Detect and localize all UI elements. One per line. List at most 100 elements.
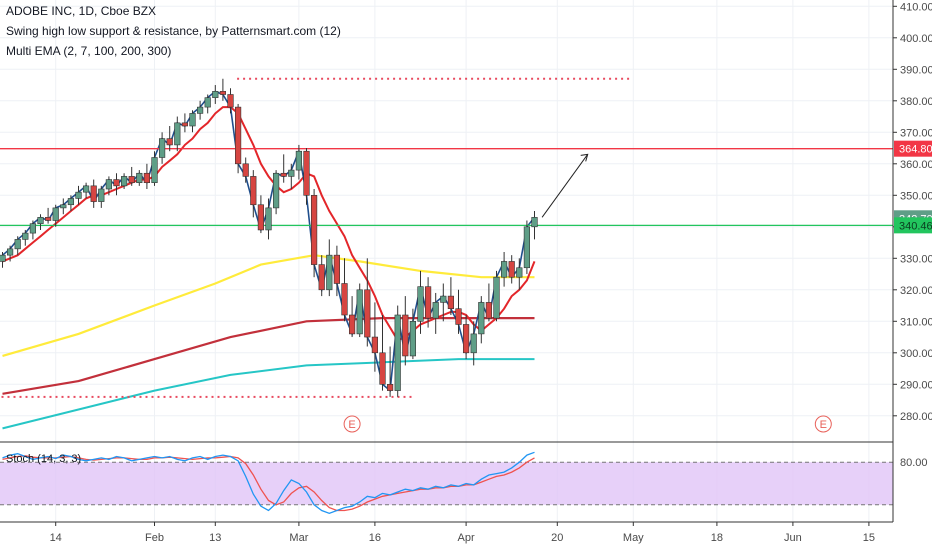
- stoch-upper-label: 80.00: [900, 457, 928, 469]
- swing-low-dot: [193, 395, 196, 398]
- swing-low-dot: [271, 395, 274, 398]
- swing-high-dot: [597, 77, 600, 80]
- candle-body: [379, 352, 386, 385]
- candle-body: [318, 264, 325, 291]
- candle-body: [136, 172, 143, 183]
- candle-body: [242, 163, 249, 177]
- legend-indicator-swing: Swing high low support & resistance, by …: [6, 24, 341, 38]
- swing-low-dot: [373, 395, 376, 398]
- swing-high-dot: [273, 77, 276, 80]
- swing-high-dot: [495, 77, 498, 80]
- swing-high-dot: [603, 77, 606, 80]
- swing-high-dot: [267, 77, 270, 80]
- swing-high-dot: [417, 77, 420, 80]
- earnings-marker-label: E: [348, 419, 355, 431]
- swing-high-dot: [429, 77, 432, 80]
- y-tick-label: 390.00: [900, 64, 932, 76]
- candle-body: [478, 302, 485, 335]
- candle-body: [394, 314, 401, 391]
- swing-low-dot: [49, 395, 52, 398]
- swing-high-dot: [525, 77, 528, 80]
- swing-low-dot: [25, 395, 28, 398]
- swing-low-dot: [259, 395, 262, 398]
- swing-high-dot: [381, 77, 384, 80]
- swing-low-dot: [295, 395, 298, 398]
- swing-low-dot: [385, 395, 388, 398]
- projection-arrow-line: [541, 154, 589, 218]
- candle-body: [98, 188, 105, 202]
- swing-low-dot: [199, 395, 202, 398]
- swing-high-dot: [537, 77, 540, 80]
- swing-high-dot: [261, 77, 264, 80]
- stoch-k-line: [2, 451, 535, 514]
- candle-body: [440, 295, 447, 303]
- x-tick-label: Mar: [289, 532, 308, 544]
- swing-low-dot: [253, 395, 256, 398]
- swing-low-dot: [55, 395, 58, 398]
- candle-body: [531, 217, 538, 228]
- swing-low-dot: [109, 395, 112, 398]
- swing-low-dot: [73, 395, 76, 398]
- candle-body: [189, 113, 196, 127]
- swing-low-dot: [61, 395, 64, 398]
- swing-high-dot: [243, 77, 246, 80]
- y-tick-label: 320.00: [900, 285, 932, 297]
- swing-high-dot: [279, 77, 282, 80]
- candle-body: [67, 198, 74, 206]
- swing-low-dot: [331, 395, 334, 398]
- y-tick-label: 310.00: [900, 316, 932, 328]
- swing-high-dot: [399, 77, 402, 80]
- swing-low-dot: [157, 395, 160, 398]
- swing-high-dot: [549, 77, 552, 80]
- swing-low-dot: [31, 395, 34, 398]
- swing-high-dot: [519, 77, 522, 80]
- candle-body: [181, 122, 189, 127]
- candle-body: [462, 324, 470, 354]
- swing-low-dot: [409, 395, 412, 398]
- stoch-band: [0, 461, 893, 506]
- swing-low-dot: [307, 395, 310, 398]
- candle-body: [341, 283, 348, 316]
- swing-low-dot: [97, 395, 100, 398]
- swing-high-dot: [291, 77, 294, 80]
- x-tick-label: 18: [711, 532, 723, 544]
- x-tick-label: 15: [863, 532, 875, 544]
- swing-high-dot: [435, 77, 438, 80]
- swing-low-dot: [343, 395, 346, 398]
- candle-body: [409, 320, 417, 357]
- support-price-tag-bg: [894, 217, 932, 234]
- candle-body: [417, 286, 424, 322]
- legend-symbol: ADOBE INC, 1D, Cboe BZX: [6, 4, 157, 18]
- swing-high-dot: [477, 77, 480, 80]
- swing-high-dot: [363, 77, 366, 80]
- swing-low-dot: [265, 395, 268, 398]
- x-tick-label: 20: [551, 532, 563, 544]
- y-tick-label: 400.00: [900, 33, 932, 45]
- candle-body: [310, 195, 318, 265]
- candle-body: [128, 176, 135, 183]
- projection-arrow-head: [580, 153, 589, 162]
- swing-high-dot: [585, 77, 588, 80]
- swing-high-dot: [507, 77, 510, 80]
- candle-body: [455, 308, 462, 325]
- swing-high-dot: [615, 77, 618, 80]
- resistance-price-tag: 364.80: [899, 144, 932, 156]
- candle-body: [326, 254, 333, 291]
- y-tick-label: 300.00: [900, 348, 932, 360]
- candle-body: [257, 204, 265, 231]
- swing-low-dot: [175, 395, 178, 398]
- resistance-price-tag-bg: [894, 140, 932, 157]
- swing-low-dot: [283, 395, 286, 398]
- swing-low-dot: [187, 395, 190, 398]
- swing-high-dot: [303, 77, 306, 80]
- candle-body: [14, 239, 21, 250]
- candle-body: [265, 207, 272, 231]
- candlesticks[interactable]: [0, 78, 538, 397]
- swing-low-dot: [79, 395, 82, 398]
- swing-low-dot: [403, 395, 406, 398]
- swing-low-dot: [151, 395, 154, 398]
- candle-body: [432, 302, 439, 319]
- swing-low-dot: [325, 395, 328, 398]
